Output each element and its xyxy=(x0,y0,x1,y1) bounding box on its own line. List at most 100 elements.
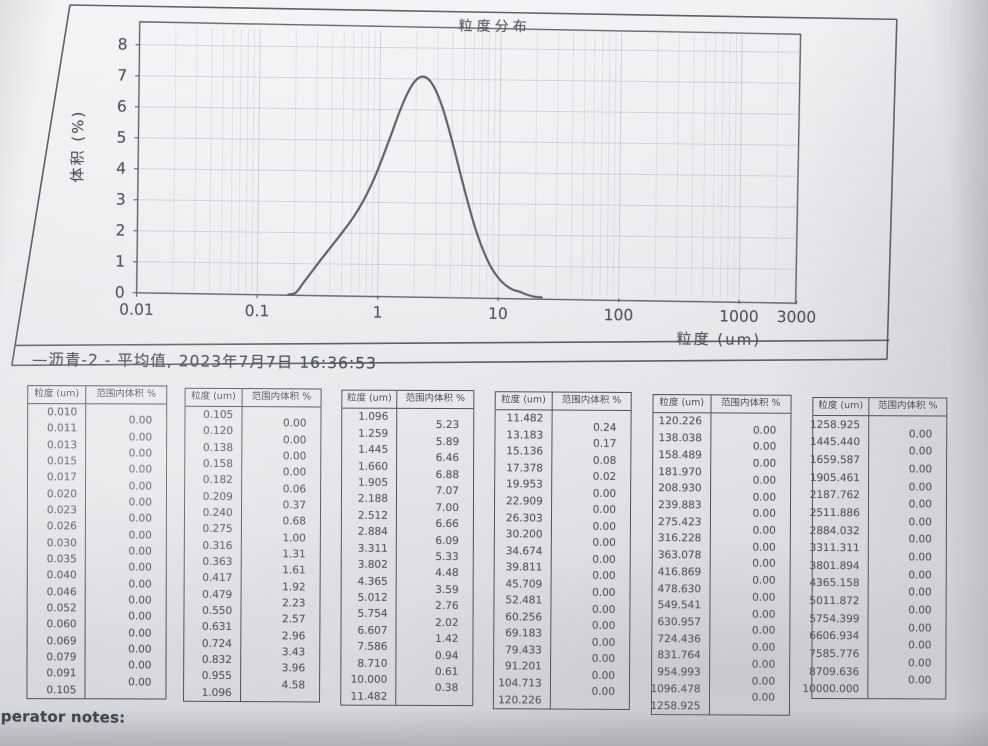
grid-line-vertical xyxy=(599,33,604,297)
volume-cell: 1.00 xyxy=(282,531,306,544)
x-tick-label: 0.1 xyxy=(244,302,270,321)
volume-cell: 0.00 xyxy=(128,431,153,444)
volume-cell: 0.94 xyxy=(435,649,459,662)
size-cell: 6.607 xyxy=(357,624,388,637)
volume-column: 0.00 0.00 0.00 0.00 0.06 0.37 0.68 1.00 1.31 1.61… xyxy=(241,407,321,701)
size-cell: 39.811 xyxy=(505,561,543,574)
data-table-5: 粒度 (um) 范围内体积 % 120.226 138.038 158.489 181.9… xyxy=(650,394,792,716)
size-cell: 34.674 xyxy=(505,544,543,558)
y-tick-label: 2 xyxy=(115,221,126,240)
volume-cell: 0.00 xyxy=(908,586,932,599)
size-column: 120.226 138.038 158.489 181.970 208.930 239.8… xyxy=(650,413,712,715)
size-column: 0.105 0.120 0.138 0.158 0.182 0.209 0.240 0.275… xyxy=(184,406,243,702)
table-body: 0.105 0.120 0.138 0.158 0.182 0.209 0.240 0.275… xyxy=(184,406,321,702)
volume-cell: 0.06 xyxy=(282,482,307,496)
size-cell: 79.433 xyxy=(505,644,542,657)
y-tick-label: 6 xyxy=(116,97,127,116)
volume-cell: 0.00 xyxy=(752,558,776,571)
data-table-6: 粒度 (um) 范围内体积 % 1258.925 1445.440 1659.587 19… xyxy=(802,396,948,700)
grid-line-vertical xyxy=(533,32,538,296)
grid-line-vertical xyxy=(720,34,724,298)
operator-notes-label: Operator notes: xyxy=(0,707,126,727)
col-header-size: 粒度 (um) xyxy=(653,395,712,413)
volume-cell: 0.00 xyxy=(752,574,776,587)
grid-line-vertical xyxy=(470,31,475,295)
report-frame-line xyxy=(11,4,71,366)
volume-column: 0.00 0.00 0.00 0.00 0.00 0.00 0.00 0.00 0.00 0.00… xyxy=(868,416,946,698)
size-cell: 1659.587 xyxy=(809,454,861,467)
volume-cell: 6.66 xyxy=(435,518,459,531)
volume-cell: 3.96 xyxy=(281,662,306,675)
data-table-4: 粒度 (um) 范围内体积 % 11.482 13.183 15.136 17.378 19… xyxy=(492,391,632,711)
grid-line-vertical xyxy=(329,29,334,293)
grid-line-horizontal xyxy=(139,137,798,146)
size-cell: 4.365 xyxy=(357,575,388,588)
volume-column: 0.00 0.00 0.00 0.00 0.00 0.00 0.00 0.00 0.00 0.00… xyxy=(709,413,790,714)
size-cell: 0.631 xyxy=(201,621,233,634)
size-cell: 5754.399 xyxy=(809,612,860,625)
volume-cell: 5.23 xyxy=(435,419,460,432)
size-cell: 0.079 xyxy=(46,651,77,664)
series-legend: —沥青-2 - 平均值, 2023年7月7日 16:36:53 xyxy=(31,350,377,373)
volume-cell: 0.00 xyxy=(591,619,616,633)
distribution-curve xyxy=(287,75,543,299)
volume-cell: 0.17 xyxy=(592,437,617,451)
volume-cell: 0.00 xyxy=(751,641,776,654)
grid-line-horizontal xyxy=(139,106,798,115)
y-tick-label: 0 xyxy=(114,283,125,302)
volume-cell: 0.00 xyxy=(908,516,932,529)
volume-cell: 1.61 xyxy=(282,564,306,577)
grid-line-vertical xyxy=(358,30,363,294)
volume-cell: 0.00 xyxy=(128,529,152,542)
grid-line-vertical xyxy=(591,32,596,296)
volume-cell: 0.00 xyxy=(592,537,616,550)
size-cell: 0.017 xyxy=(46,471,77,484)
size-cell: 0.105 xyxy=(203,409,234,422)
grid-line-vertical xyxy=(774,35,779,299)
volume-cell: 5.89 xyxy=(435,435,460,448)
size-cell: 0.013 xyxy=(46,439,78,452)
grid-line-vertical xyxy=(581,32,586,296)
col-header-size: 粒度 (um) xyxy=(28,386,87,404)
size-cell: 0.832 xyxy=(201,653,232,667)
volume-cell: 0.00 xyxy=(752,474,777,487)
size-cell: 5.012 xyxy=(357,591,388,604)
volume-cell: 0.00 xyxy=(591,669,616,682)
size-cell: 0.105 xyxy=(46,683,77,697)
size-cell: 52.481 xyxy=(505,594,543,607)
size-cell: 1.096 xyxy=(358,410,389,424)
size-cell: 0.138 xyxy=(202,441,234,454)
volume-cell: 2.23 xyxy=(282,597,306,610)
report-frame-line xyxy=(886,19,898,360)
size-cell: 3.802 xyxy=(357,558,388,571)
volume-cell: 6.88 xyxy=(435,468,460,481)
size-cell: 416.869 xyxy=(657,565,702,579)
grid-line-vertical xyxy=(675,33,680,297)
volume-cell: 0.00 xyxy=(751,608,776,621)
size-cell: 2.188 xyxy=(357,493,389,506)
volume-cell: 0.02 xyxy=(592,470,617,484)
size-cell: 0.316 xyxy=(202,539,233,552)
size-cell: 831.764 xyxy=(657,649,701,662)
size-cell: 5.754 xyxy=(357,608,388,621)
grid-line-vertical xyxy=(172,28,177,292)
volume-cell: 0.00 xyxy=(128,447,153,460)
volume-column: 5.23 5.89 6.46 6.88 7.07 7.00 6.66 6.09 5.33 4.48… xyxy=(396,409,473,705)
report-frame-line xyxy=(69,4,897,21)
size-cell: 0.035 xyxy=(46,553,77,566)
volume-cell: 0.00 xyxy=(751,675,776,688)
size-cell: 3.311 xyxy=(357,542,388,555)
size-cell: 15.136 xyxy=(506,445,544,458)
grid-line-vertical xyxy=(570,32,575,296)
grid-line-horizontal xyxy=(138,261,796,270)
volume-cell: 0.00 xyxy=(908,480,933,493)
volume-cell: 0.00 xyxy=(908,604,932,617)
grid-line-vertical xyxy=(606,33,611,297)
volume-cell: 0.00 xyxy=(128,480,152,493)
col-header-volume: 范围内体积 % xyxy=(96,388,156,400)
size-cell: 8.710 xyxy=(357,657,388,670)
volume-cell: 4.58 xyxy=(281,678,306,691)
size-cell: 22.909 xyxy=(505,495,543,508)
